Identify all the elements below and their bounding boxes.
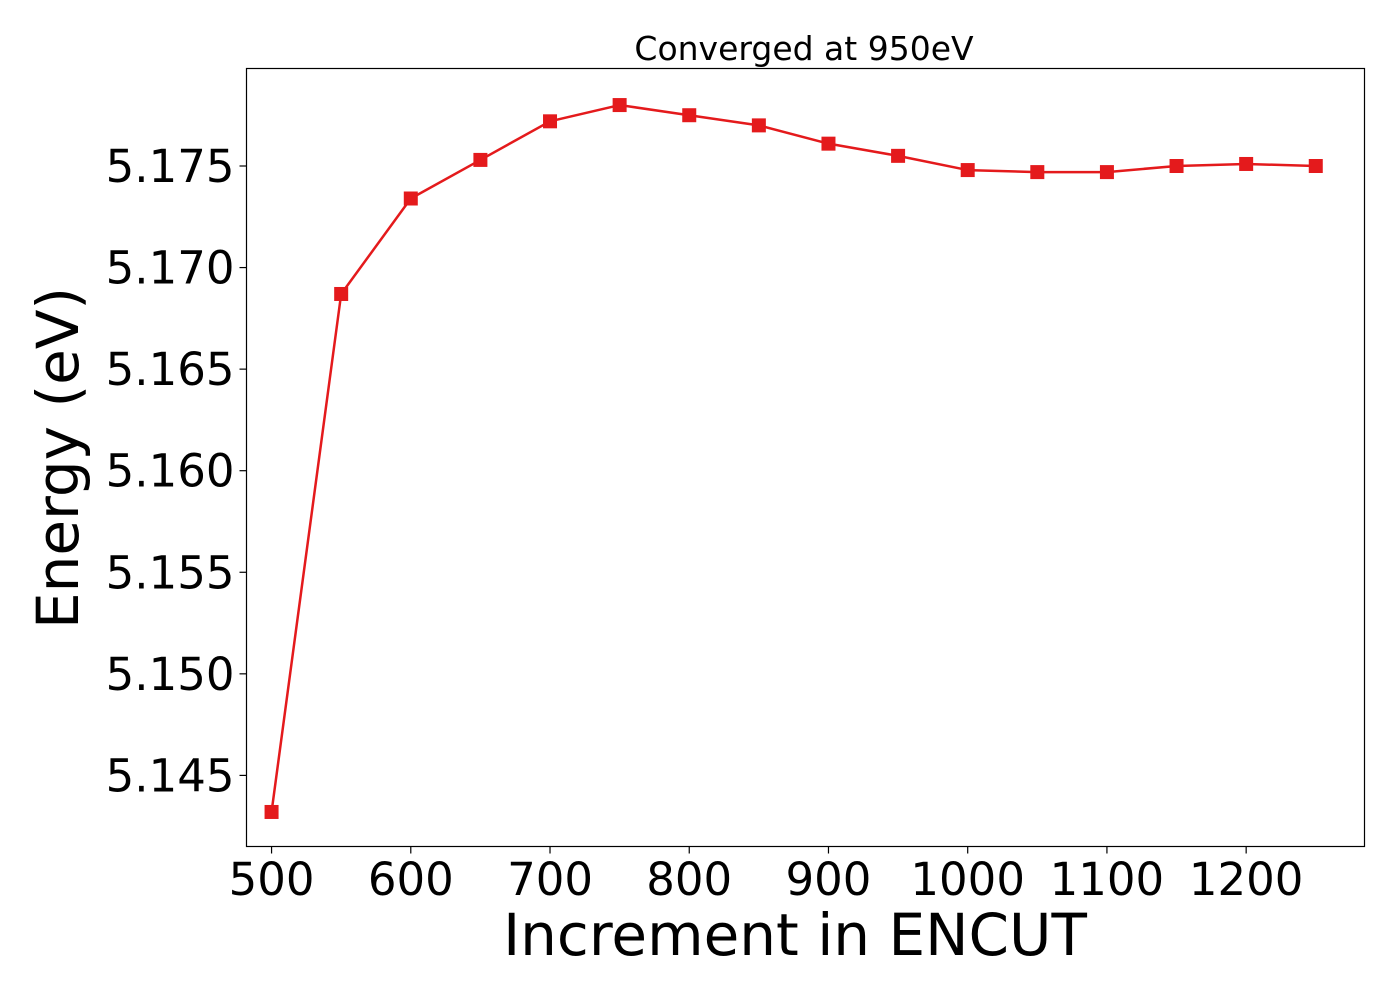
data-point — [473, 152, 488, 167]
plot-area — [264, 98, 1323, 819]
y-axis-ticks: 5.145 5.150 5.155 5.160 5.165 5.170 5.175 — [106, 140, 247, 802]
data-point — [1308, 159, 1323, 174]
x-tick-label: 700 — [507, 853, 593, 906]
y-tick-label: 5.155 — [106, 546, 235, 599]
y-axis-label: Energy (eV) — [24, 287, 92, 629]
x-axis-ticks: 500 600 700 800 900 1000 1100 1200 — [229, 846, 1304, 906]
x-tick-label: 1000 — [910, 853, 1025, 906]
x-axis-label: Increment in ENCUT — [503, 901, 1087, 969]
x-tick-label: 900 — [786, 853, 872, 906]
data-point — [751, 118, 766, 133]
x-tick-label: 600 — [368, 853, 454, 906]
x-tick-label: 1100 — [1050, 853, 1165, 906]
data-point — [960, 163, 975, 178]
data-point — [403, 191, 418, 206]
x-tick-label: 500 — [229, 853, 315, 906]
data-point — [612, 98, 627, 113]
data-point — [1239, 156, 1254, 171]
data-point — [821, 136, 836, 151]
x-tick-label: 1200 — [1189, 853, 1304, 906]
y-tick-label: 5.160 — [106, 445, 235, 498]
y-tick-label: 5.165 — [106, 343, 235, 396]
y-tick-label: 5.150 — [106, 648, 235, 701]
data-point — [891, 148, 906, 163]
data-point — [543, 114, 558, 129]
y-tick-label: 5.170 — [106, 242, 235, 295]
data-point — [334, 286, 349, 301]
data-point — [264, 804, 279, 819]
series-line — [270, 103, 1316, 813]
y-tick-label: 5.175 — [106, 140, 235, 193]
data-point — [682, 108, 697, 123]
data-point — [1030, 165, 1045, 180]
y-tick-label: 5.145 — [106, 749, 235, 802]
data-point — [1169, 159, 1184, 174]
plot-frame — [245, 67, 1366, 848]
chart-title: Converged at 950eV — [634, 29, 974, 68]
data-point — [1099, 165, 1114, 180]
x-tick-label: 800 — [646, 853, 732, 906]
